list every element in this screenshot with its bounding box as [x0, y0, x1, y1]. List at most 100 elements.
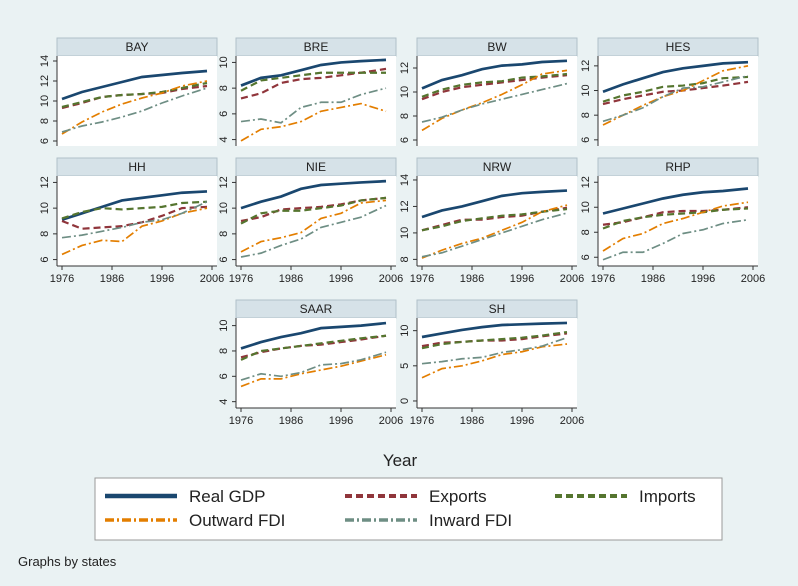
series-line — [240, 353, 387, 388]
plot-area — [236, 176, 396, 266]
x-tick-label: 2006 — [379, 273, 403, 285]
x-tick-label: 1976 — [410, 273, 434, 285]
y-tick-label: 10 — [399, 227, 411, 239]
series-line — [240, 71, 386, 92]
x-tick-label: 1976 — [410, 415, 434, 427]
series-line — [240, 321, 387, 350]
plot-area — [57, 56, 217, 146]
y-tick-label: 6 — [580, 137, 592, 143]
y-tick-label: 12 — [580, 176, 592, 188]
y-tick-label: 10 — [399, 325, 411, 337]
series-line — [421, 82, 568, 123]
series-line — [602, 65, 749, 126]
y-tick-label: 6 — [218, 257, 230, 263]
y-tick-label: 12 — [399, 62, 411, 74]
y-tick-label: 10 — [580, 201, 592, 213]
series-line — [61, 81, 208, 109]
x-tick-label: 1986 — [100, 273, 124, 285]
x-tick-label: 1996 — [510, 415, 534, 427]
y-tick-label: 12 — [39, 75, 51, 87]
y-tick-label: 10 — [218, 56, 230, 68]
x-tick-label: 1986 — [279, 273, 303, 285]
y-tick-label: 6 — [39, 138, 51, 144]
x-tick-label: 1996 — [510, 273, 534, 285]
y-tick-label: 8 — [580, 229, 592, 235]
x-tick-label: 2006 — [200, 273, 224, 285]
legend-label: Outward FDI — [189, 511, 285, 530]
y-tick-label: 6 — [218, 373, 230, 379]
plot-area — [598, 56, 758, 146]
panel-title: BRE — [304, 40, 329, 54]
y-tick-label: 8 — [218, 231, 230, 237]
series-line — [61, 200, 208, 220]
y-tick-label: 0 — [399, 398, 411, 404]
y-tick-label: 14 — [39, 55, 51, 67]
y-tick-label: 10 — [39, 95, 51, 107]
panel-title: SH — [489, 302, 506, 316]
y-tick-label: 8 — [580, 112, 592, 118]
series-line — [602, 207, 749, 230]
x-tick-label: 1996 — [329, 273, 353, 285]
panel-title: NIE — [306, 160, 326, 174]
y-tick-label: 8 — [399, 256, 411, 262]
series-line — [421, 204, 568, 259]
x-tick-label: 1986 — [279, 415, 303, 427]
panel-title: HES — [666, 40, 691, 54]
x-tick-label: 1996 — [691, 273, 715, 285]
series-line — [602, 201, 749, 252]
series-line — [421, 72, 568, 98]
y-tick-label: 4 — [218, 399, 230, 405]
x-tick-label: 1976 — [50, 273, 74, 285]
y-tick-label: 8 — [39, 231, 51, 237]
y-tick-label: 6 — [218, 111, 230, 117]
series-line — [421, 336, 568, 365]
x-tick-label: 1976 — [591, 273, 615, 285]
panel-title: RHP — [665, 160, 690, 174]
x-tick-label: 1986 — [460, 273, 484, 285]
series-line — [61, 200, 208, 239]
series-line — [240, 351, 387, 381]
series-line — [421, 343, 568, 379]
legend-label: Inward FDI — [429, 511, 512, 530]
plot-area — [236, 56, 396, 146]
x-tick-label: 1976 — [229, 273, 253, 285]
y-tick-label: 10 — [218, 319, 230, 331]
series-line — [421, 59, 568, 90]
legend-label: Real GDP — [189, 487, 266, 506]
panel-title: NRW — [483, 160, 512, 174]
series-line — [240, 199, 387, 253]
legend-label: Imports — [639, 487, 696, 506]
series-line — [240, 196, 387, 223]
y-tick-label: 8 — [39, 118, 51, 124]
y-tick-label: 12 — [218, 176, 230, 188]
note: Graphs by states — [18, 554, 117, 569]
y-tick-label: 8 — [218, 348, 230, 354]
panel-title: SAAR — [300, 302, 333, 316]
series-line — [421, 189, 568, 219]
plot-area — [236, 318, 396, 408]
series-line — [421, 330, 568, 350]
x-tick-label: 2006 — [379, 415, 403, 427]
panel-title: HH — [128, 160, 145, 174]
series-line — [421, 321, 568, 339]
y-tick-label: 8 — [399, 113, 411, 119]
series-line — [602, 187, 749, 215]
x-axis-title: Year — [383, 451, 418, 470]
series-line — [240, 87, 387, 124]
x-tick-label: 1986 — [641, 273, 665, 285]
series-line — [61, 80, 208, 135]
series-line — [240, 102, 387, 142]
series-line — [602, 80, 749, 106]
plot-area — [417, 56, 577, 146]
series-line — [602, 60, 749, 94]
series-line — [602, 74, 749, 123]
y-tick-label: 10 — [399, 86, 411, 98]
series-line — [421, 206, 568, 232]
y-tick-label: 6 — [39, 257, 51, 263]
y-tick-label: 8 — [218, 85, 230, 91]
series-line — [421, 212, 568, 258]
series-line — [61, 69, 208, 101]
panel-title: BW — [487, 40, 507, 54]
